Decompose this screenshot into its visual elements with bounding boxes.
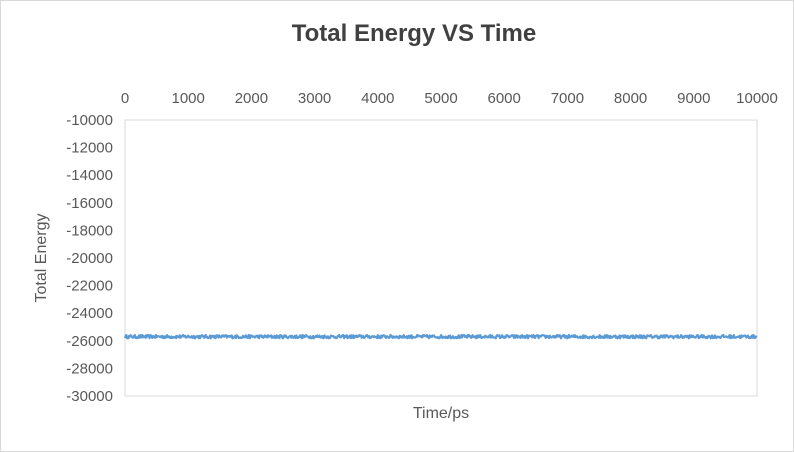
chart-title: Total Energy VS Time [292,20,537,47]
x-tick-label: 4000 [361,90,394,107]
y-tick-label: -22000 [66,278,113,295]
x-tick-label: 1000 [172,90,205,107]
y-tick-label: -24000 [66,305,113,322]
x-tick-label: 6000 [488,90,521,107]
y-tick-label: -12000 [66,140,113,157]
y-tick-label: -30000 [66,388,113,405]
y-tick-label: -28000 [66,360,113,377]
y-tick-label: -20000 [66,250,113,267]
series-group [123,333,758,340]
y-tick-label: -18000 [66,222,113,239]
x-tick-label: 8000 [614,90,647,107]
x-tick-label: 9000 [677,90,710,107]
y-axis-ticks: -10000 -12000 -14000 -16000 -18000 -20000 -220… [66,112,113,405]
x-tick-label: 2000 [235,90,268,107]
x-axis-ticks: 0 1000 2000 3000 4000 5000 6000 7000 8000 9000 100… [121,90,778,107]
x-tick-label: 10000 [736,90,778,107]
x-tick-label: 3000 [298,90,331,107]
series-line [123,333,758,340]
plot-border [124,119,758,397]
x-tick-label: 7000 [551,90,584,107]
y-tick-label: -26000 [66,333,113,350]
y-axis-label: Total Energy [33,214,50,303]
x-tick-label: 5000 [424,90,457,107]
y-tick-label: -10000 [66,112,113,129]
y-tick-label: -14000 [66,167,113,184]
y-tick-label: -16000 [66,195,113,212]
plot-area [124,119,758,397]
x-axis-label: Time/ps [413,405,469,422]
x-tick-label: 0 [121,90,129,107]
